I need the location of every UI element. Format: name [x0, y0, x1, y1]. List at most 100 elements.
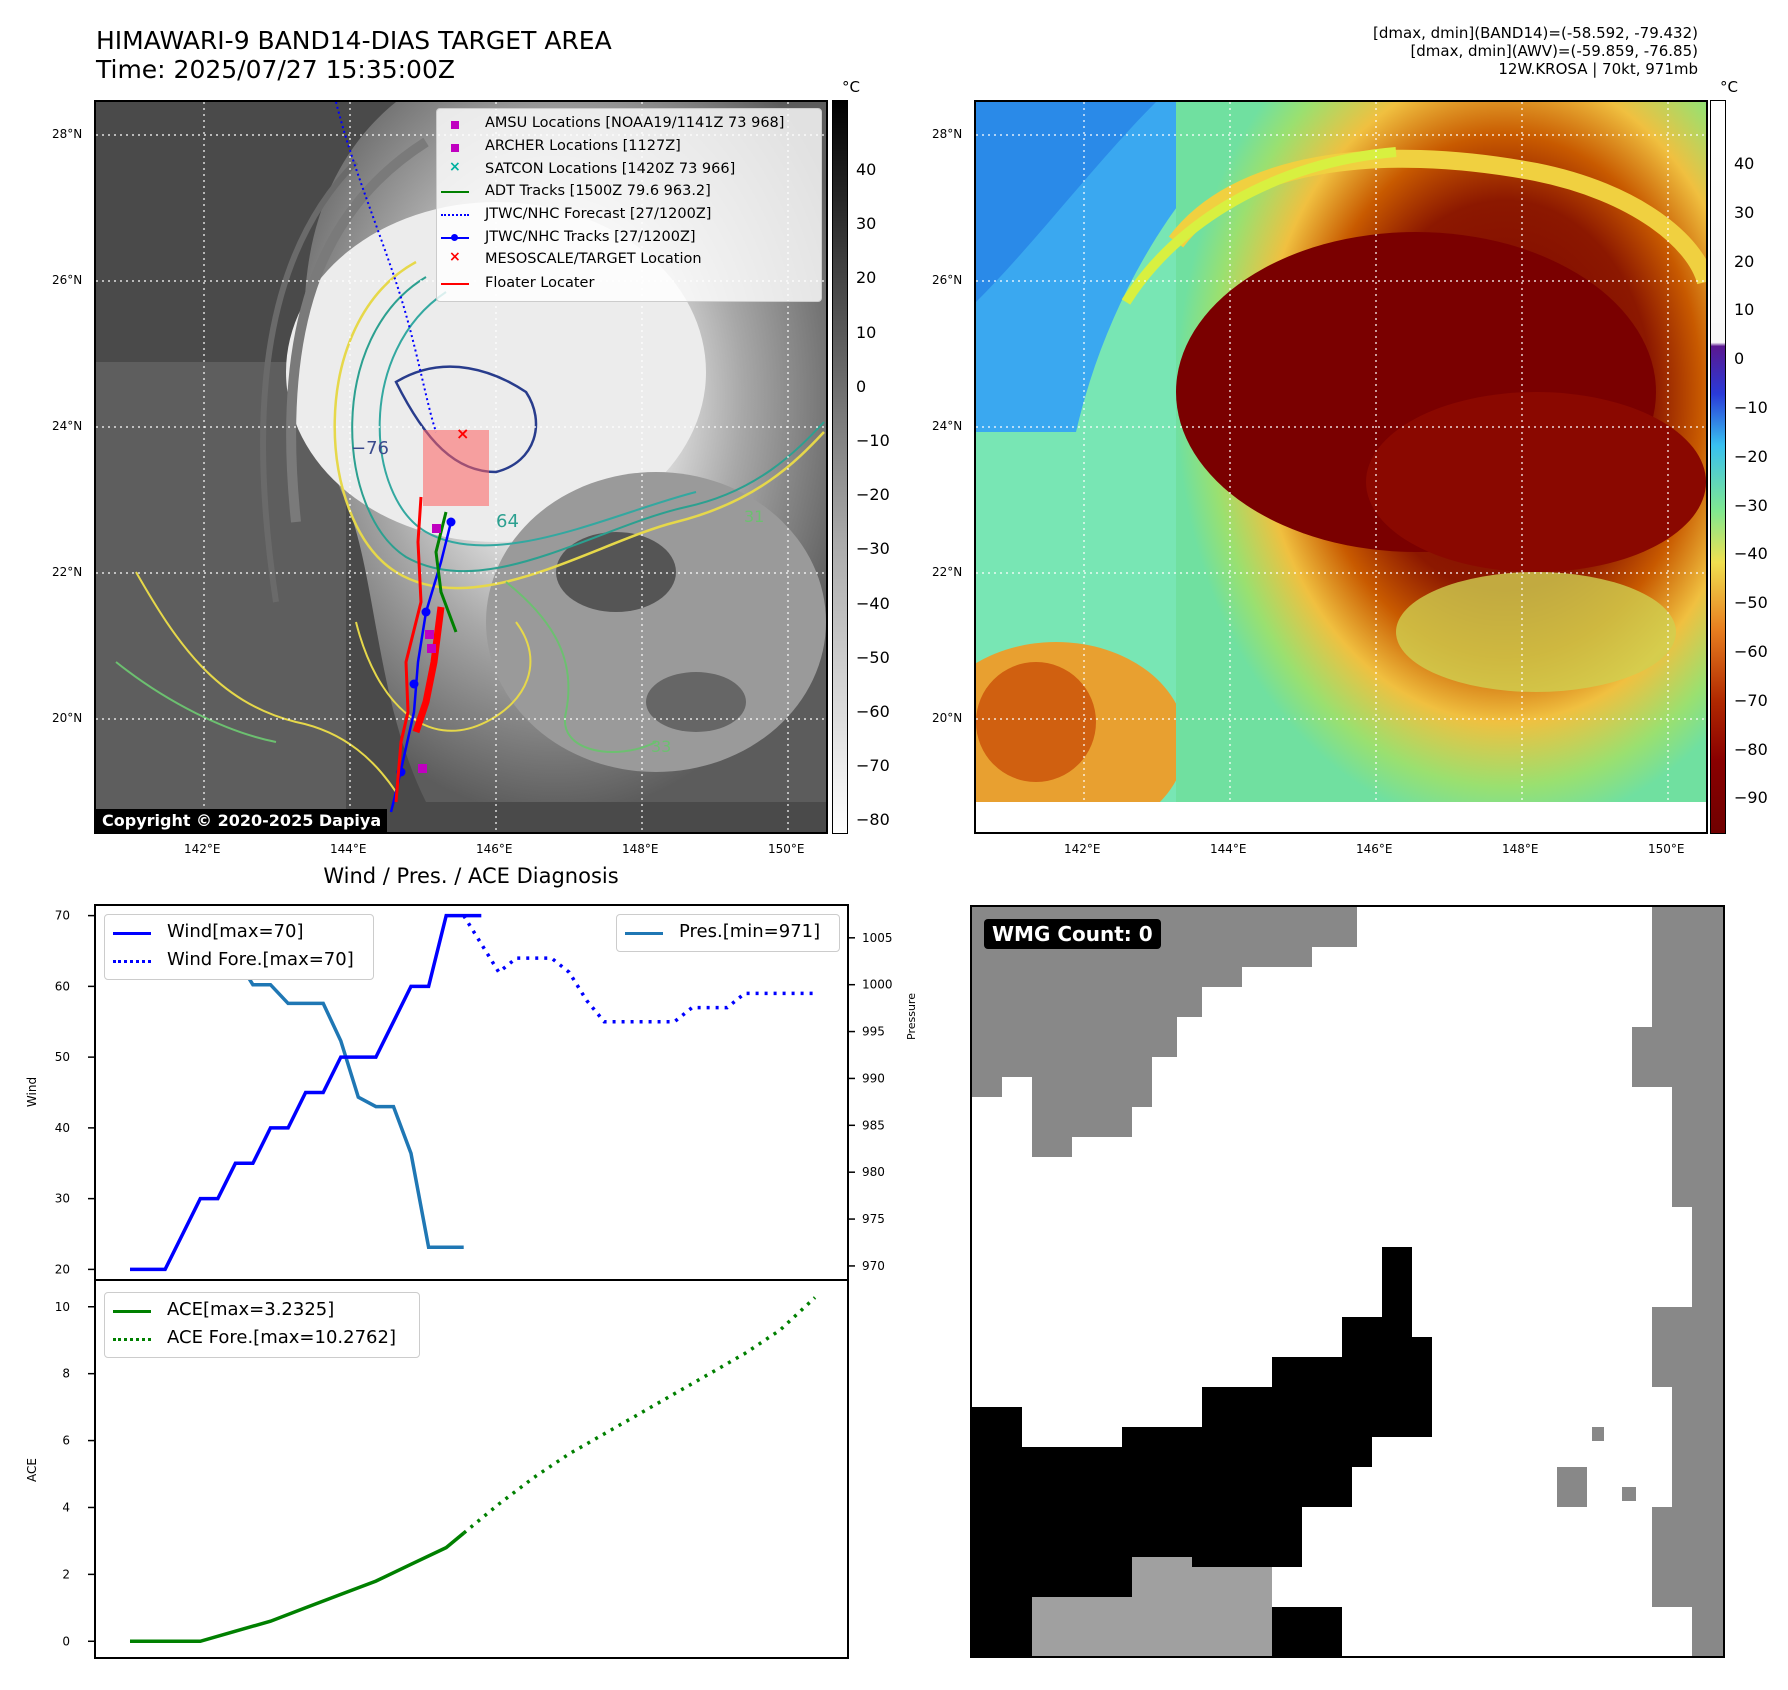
enh-cb-tick: 10 — [1734, 300, 1755, 320]
ir-cb-tick: 0 — [856, 376, 867, 396]
ir-cb-tick: −50 — [856, 647, 890, 667]
svg-text:×: × — [456, 424, 469, 443]
enh-colorbar-ticks: 40 30 20 10 0 −10 −20 −30 −40 −50 −60 −7… — [1734, 140, 1768, 823]
enh-lat-label: 22°N — [932, 565, 963, 579]
pressure-tick-label: 990 — [862, 1071, 885, 1085]
pressure-tick-label: 975 — [862, 1212, 885, 1226]
wind-forecast-line — [462, 914, 815, 1024]
contour-label-1: −76 — [351, 438, 389, 459]
wmg-count-badge: WMG Count: 0 — [984, 919, 1161, 949]
enh-lon-label: 148°E — [1502, 842, 1539, 856]
legend-floater-marker — [441, 283, 469, 285]
wmg-image — [972, 907, 1723, 1656]
enh-cb-tick: −70 — [1734, 690, 1768, 710]
pressure-tick-label: 1005 — [862, 931, 893, 945]
enh-lat-label: 28°N — [932, 127, 963, 141]
ir-cb-tick: −10 — [856, 431, 890, 451]
ir-lon-label: 150°E — [768, 842, 805, 856]
wind-ticks: 20 30 40 50 60 70 — [55, 909, 95, 1276]
enh-cb-tick: −30 — [1734, 495, 1768, 515]
contour-label-4: 33 — [651, 737, 671, 756]
wind-axis-label: Wind — [25, 1077, 39, 1107]
legend-archer-label: ARCHER Locations [1127Z] — [485, 138, 681, 154]
ir-lat-label: 28°N — [52, 127, 83, 141]
title-line2: Time: 2025/07/27 15:35:00Z — [96, 55, 455, 84]
ir-cb-tick: 20 — [856, 268, 877, 288]
pressure-tick-label: 1000 — [862, 978, 893, 992]
ir-colorbar — [832, 100, 848, 834]
enhanced-ir-image — [976, 102, 1706, 832]
floater-track — [394, 496, 423, 803]
ir-legend: AMSU Locations [NOAA19/1141Z 73 968] ARC… — [436, 108, 822, 302]
enh-cb-tick: 40 — [1734, 154, 1755, 173]
wind-tick-label: 40 — [55, 1121, 70, 1135]
wind-legend-marker — [113, 932, 151, 935]
legend-forecast-label: JTWC/NHC Forecast [27/1200Z] — [485, 206, 712, 222]
ir-colorbar-ticks: 40 30 20 10 0 −10 −20 −30 −40 −50 −60 −7… — [856, 143, 890, 848]
wind-tick-label: 60 — [55, 979, 70, 993]
ace-legend-marker — [113, 1310, 151, 1313]
ir-cb-tick: −60 — [856, 702, 890, 722]
contour-label-3: 31 — [744, 507, 764, 526]
enh-lat-label: 26°N — [932, 273, 963, 287]
ir-lat-label: 22°N — [52, 565, 83, 579]
ace-tick-label: 10 — [55, 1300, 70, 1314]
ace-legend: ACE[max=3.2325] ACE Fore.[max=10.2762] — [104, 1292, 420, 1358]
storm-info: [dmax, dmin](BAND14)=(-58.592, -79.432) … — [1373, 24, 1698, 78]
ace-tick-label: 8 — [62, 1367, 70, 1381]
copyright-notice: Copyright © 2020-2025 Dapiya — [96, 809, 388, 832]
ir-lon-label: 146°E — [476, 842, 513, 856]
legend-satcon-marker: × — [449, 159, 461, 175]
wmg-panel: WMG Count: 0 — [970, 905, 1725, 1658]
forecast-track — [335, 102, 437, 433]
enh-lon-label: 150°E — [1648, 842, 1685, 856]
ir-lon-label: 148°E — [622, 842, 659, 856]
enh-cb-tick: −20 — [1734, 446, 1768, 466]
ir-cb-tick: 40 — [856, 160, 877, 179]
enh-cb-tick: −90 — [1734, 788, 1768, 808]
ace-forecast-line — [462, 1296, 817, 1535]
enh-cb-tick: −80 — [1734, 739, 1768, 759]
enh-cb-tick: −60 — [1734, 641, 1768, 661]
enh-lon-label: 142°E — [1064, 842, 1101, 856]
pressure-legend-marker — [625, 932, 663, 935]
ace-axis-label: ACE — [25, 1458, 39, 1482]
ir-lon-label: 144°E — [330, 842, 367, 856]
ace-tick-label: 4 — [62, 1500, 70, 1514]
info-line1: [dmax, dmin](BAND14)=(-58.592, -79.432) — [1373, 24, 1698, 42]
ace-fore-legend-label: ACE Fore.[max=10.2762] — [167, 1327, 396, 1348]
legend-tracks-label: JTWC/NHC Tracks [27/1200Z] — [485, 229, 696, 245]
pressure-tick-label: 995 — [862, 1025, 885, 1039]
enh-cb-tick: 30 — [1734, 202, 1755, 222]
legend-amsu-marker — [451, 121, 459, 129]
ir-cb-tick: −70 — [856, 756, 890, 776]
legend-forecast-marker — [441, 214, 469, 216]
legend-archer-marker — [451, 144, 459, 152]
pressure-legend: Pres.[min=971] — [616, 914, 840, 952]
title-line1: HIMAWARI-9 BAND14-DIAS TARGET AREA — [96, 26, 612, 55]
ace-ticks: 0 2 4 6 8 10 — [55, 1300, 95, 1648]
ir-cb-tick: 10 — [856, 322, 877, 342]
enh-lat-label: 24°N — [932, 419, 963, 433]
wind-fore-legend-label: Wind Fore.[max=70] — [167, 949, 354, 970]
pressure-legend-label: Pres.[min=971] — [679, 921, 821, 942]
enh-cb-tick: 0 — [1734, 349, 1745, 369]
figure-title: HIMAWARI-9 BAND14-DIAS TARGET AREA Time:… — [96, 26, 612, 84]
wind-fore-legend-marker — [113, 960, 151, 963]
contour-label-2: 64 — [496, 511, 519, 532]
wind-legend: Wind[max=70] Wind Fore.[max=70] — [104, 914, 374, 980]
wind-tick-label: 50 — [55, 1050, 70, 1064]
legend-satcon-label: SATCON Locations [1420Z 73 966] — [485, 161, 736, 177]
info-line3: 12W.KROSA | 70kt, 971mb — [1498, 60, 1698, 78]
pressure-tick-label: 970 — [862, 1259, 885, 1273]
enh-lon-label: 144°E — [1210, 842, 1247, 856]
ir-cb-tick: −80 — [856, 810, 890, 830]
ace-legend-label: ACE[max=3.2325] — [167, 1299, 335, 1320]
ace-lines — [129, 1296, 817, 1644]
pressure-tick-label: 985 — [862, 1118, 885, 1132]
enh-cb-tick: 20 — [1734, 251, 1755, 271]
enh-cb-tick: −50 — [1734, 593, 1768, 613]
pressure-ticks: 970 975 980 985 990 995 1000 1005 — [848, 931, 893, 1273]
ir-lat-label: 26°N — [52, 273, 83, 287]
